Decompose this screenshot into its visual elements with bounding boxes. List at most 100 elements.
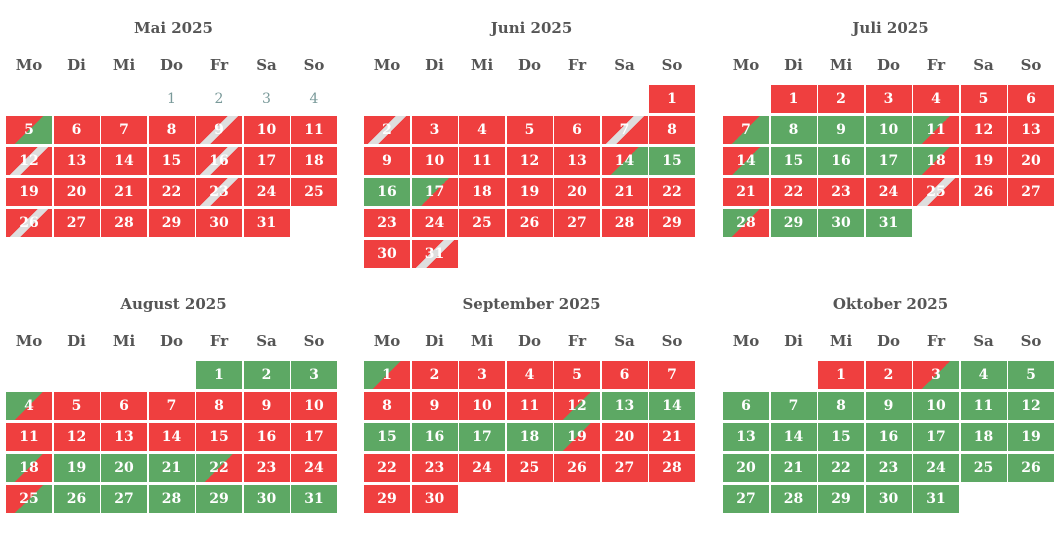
calendar-day[interactable]: 18 (913, 147, 959, 175)
calendar-day[interactable]: 12 (1008, 392, 1054, 420)
calendar-day[interactable]: 23 (243, 454, 290, 482)
calendar-day[interactable]: 6 (53, 116, 100, 144)
calendar-day[interactable]: 23 (865, 454, 912, 482)
calendar-day[interactable]: 23 (818, 178, 864, 206)
calendar-day[interactable]: 7 (723, 116, 769, 144)
calendar-day[interactable]: 10 (291, 392, 337, 420)
calendar-day[interactable]: 7 (148, 392, 195, 420)
calendar-day[interactable]: 8 (649, 116, 695, 144)
calendar-day[interactable]: 10 (459, 392, 505, 420)
calendar-day[interactable]: 8 (770, 116, 817, 144)
calendar-day[interactable]: 17 (291, 423, 337, 451)
calendar-day[interactable]: 6 (1008, 85, 1054, 113)
calendar-day[interactable]: 11 (506, 392, 553, 420)
calendar-day[interactable]: 1 (770, 85, 817, 113)
calendar-day[interactable]: 18 (960, 423, 1007, 451)
calendar-day[interactable]: 5 (554, 361, 600, 389)
calendar-day[interactable]: 24 (291, 454, 337, 482)
calendar-day[interactable]: 9 (243, 392, 290, 420)
calendar-day[interactable]: 18 (291, 147, 337, 175)
calendar-day[interactable]: 27 (53, 209, 100, 237)
calendar-day[interactable]: 19 (6, 178, 52, 206)
calendar-day[interactable]: 21 (649, 423, 695, 451)
calendar-day[interactable]: 13 (554, 147, 600, 175)
calendar-day[interactable]: 23 (411, 454, 458, 482)
calendar-day[interactable]: 14 (770, 423, 817, 451)
calendar-day[interactable]: 4 (459, 116, 505, 144)
calendar-day[interactable]: 29 (148, 209, 195, 237)
calendar-day[interactable]: 9 (364, 147, 410, 175)
calendar-day[interactable]: 8 (148, 116, 195, 144)
calendar-day[interactable]: 20 (723, 454, 769, 482)
calendar-day[interactable]: 30 (818, 209, 864, 237)
calendar-day[interactable]: 21 (723, 178, 769, 206)
calendar-day[interactable]: 20 (1008, 147, 1054, 175)
calendar-day[interactable]: 29 (364, 485, 410, 513)
calendar-day[interactable]: 3 (865, 85, 912, 113)
calendar-day[interactable]: 17 (913, 423, 959, 451)
calendar-day[interactable]: 17 (459, 423, 505, 451)
calendar-day[interactable]: 14 (723, 147, 769, 175)
calendar-day[interactable]: 4 (6, 392, 52, 420)
calendar-day[interactable]: 15 (196, 423, 242, 451)
calendar-day[interactable]: 28 (148, 485, 195, 513)
calendar-day[interactable]: 26 (506, 209, 553, 237)
calendar-day[interactable]: 20 (101, 454, 147, 482)
calendar-day[interactable]: 30 (865, 485, 912, 513)
calendar-day[interactable]: 14 (601, 147, 648, 175)
calendar-day[interactable]: 16 (865, 423, 912, 451)
calendar-day[interactable]: 31 (243, 209, 290, 237)
calendar-day[interactable]: 3 (411, 116, 458, 144)
calendar-day[interactable]: 6 (723, 392, 769, 420)
calendar-day[interactable]: 25 (913, 178, 959, 206)
calendar-day[interactable]: 10 (243, 116, 290, 144)
calendar-day[interactable]: 29 (818, 485, 864, 513)
calendar-day[interactable]: 31 (865, 209, 912, 237)
calendar-day[interactable]: 13 (101, 423, 147, 451)
calendar-day[interactable]: 28 (601, 209, 648, 237)
calendar-day[interactable]: 9 (411, 392, 458, 420)
calendar-day[interactable]: 12 (53, 423, 100, 451)
calendar-day[interactable]: 7 (649, 361, 695, 389)
calendar-day[interactable]: 13 (1008, 116, 1054, 144)
calendar-day[interactable]: 26 (554, 454, 600, 482)
calendar-day[interactable]: 22 (818, 454, 864, 482)
calendar-day[interactable]: 21 (601, 178, 648, 206)
calendar-day[interactable]: 16 (196, 147, 242, 175)
calendar-day[interactable]: 29 (770, 209, 817, 237)
calendar-day[interactable]: 1 (649, 85, 695, 113)
calendar-day[interactable]: 18 (506, 423, 553, 451)
calendar-day[interactable]: 5 (506, 116, 553, 144)
calendar-day[interactable]: 12 (6, 147, 52, 175)
calendar-day[interactable]: 19 (960, 147, 1007, 175)
calendar-day[interactable]: 27 (723, 485, 769, 513)
calendar-day[interactable]: 14 (148, 423, 195, 451)
calendar-day[interactable]: 25 (291, 178, 337, 206)
calendar-day[interactable]: 16 (243, 423, 290, 451)
calendar-day[interactable]: 19 (506, 178, 553, 206)
calendar-day[interactable]: 30 (243, 485, 290, 513)
calendar-day[interactable]: 19 (554, 423, 600, 451)
calendar-day[interactable]: 28 (649, 454, 695, 482)
calendar-day[interactable]: 17 (411, 178, 458, 206)
calendar-day[interactable]: 31 (913, 485, 959, 513)
calendar-day[interactable]: 10 (411, 147, 458, 175)
calendar-day[interactable]: 19 (1008, 423, 1054, 451)
calendar-day[interactable]: 22 (770, 178, 817, 206)
calendar-day[interactable]: 16 (411, 423, 458, 451)
calendar-day[interactable]: 31 (291, 485, 337, 513)
calendar-day[interactable]: 19 (53, 454, 100, 482)
calendar-day[interactable]: 2 (865, 361, 912, 389)
calendar-day[interactable]: 7 (770, 392, 817, 420)
calendar-day[interactable]: 17 (243, 147, 290, 175)
calendar-day[interactable]: 27 (1008, 178, 1054, 206)
calendar-day[interactable]: 30 (411, 485, 458, 513)
calendar-day[interactable]: 20 (554, 178, 600, 206)
calendar-day[interactable]: 5 (6, 116, 52, 144)
calendar-day[interactable]: 24 (913, 454, 959, 482)
calendar-day[interactable]: 12 (960, 116, 1007, 144)
calendar-day[interactable]: 3 (459, 361, 505, 389)
calendar-day[interactable]: 2 (243, 361, 290, 389)
calendar-day[interactable]: 31 (411, 240, 458, 268)
calendar-day[interactable]: 5 (960, 85, 1007, 113)
